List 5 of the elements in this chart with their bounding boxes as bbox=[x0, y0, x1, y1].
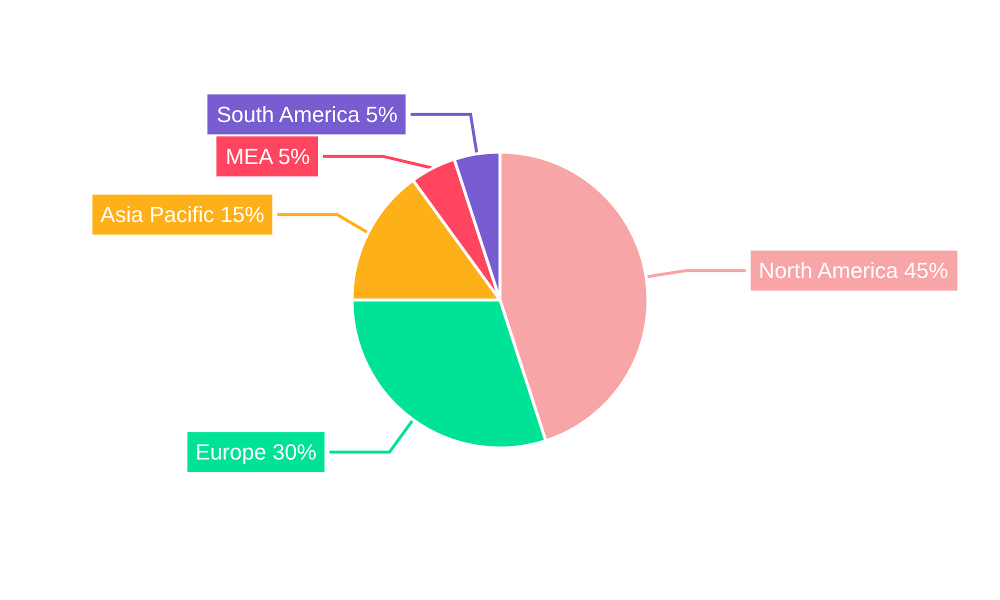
slice-label: MEA 5% bbox=[226, 144, 310, 169]
slice-label: North America 45% bbox=[758, 258, 948, 284]
slice-label: South America 5% bbox=[216, 102, 398, 127]
slice-label: Europe 30% bbox=[195, 440, 316, 465]
slice-label: Asia Pacific 15% bbox=[100, 202, 264, 228]
